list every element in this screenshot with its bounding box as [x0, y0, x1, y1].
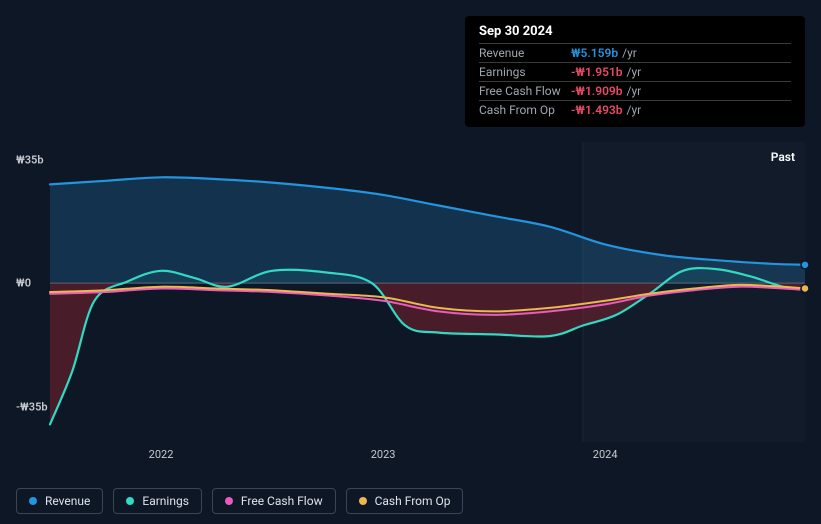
earnings-chart: ₩35b ₩0 -₩35b Past 2022 2023 2024 [16, 128, 805, 468]
tooltip-value: -₩1.909b [571, 84, 623, 98]
legend-item-cash-from-op[interactable]: Cash From Op [346, 488, 464, 514]
tooltip-unit: /yr [627, 84, 642, 98]
tooltip-label: Revenue [479, 46, 571, 60]
tooltip-label: Cash From Op [479, 103, 571, 117]
y-axis-label: ₩0 [16, 277, 31, 290]
legend-swatch [225, 497, 233, 505]
chart-tooltip: Sep 30 2024 Revenue₩5.159b/yrEarnings-₩1… [465, 16, 805, 127]
tooltip-unit: /yr [622, 46, 637, 60]
y-axis-label: ₩35b [16, 153, 44, 166]
legend-item-free-cash-flow[interactable]: Free Cash Flow [212, 488, 336, 514]
legend-label: Cash From Op [375, 494, 451, 508]
x-axis-label: 2023 [371, 448, 396, 461]
tooltip-unit: /yr [627, 103, 642, 117]
tooltip-row: Earnings-₩1.951b/yr [479, 62, 791, 81]
legend-swatch [29, 497, 37, 505]
tooltip-value: -₩1.951b [571, 65, 623, 79]
legend-swatch [359, 497, 367, 505]
tooltip-label: Free Cash Flow [479, 84, 571, 98]
x-axis-label: 2022 [149, 448, 174, 461]
y-axis-label: -₩35b [16, 400, 48, 413]
tooltip-date: Sep 30 2024 [479, 24, 791, 43]
tooltip-row: Revenue₩5.159b/yr [479, 43, 791, 62]
legend-item-earnings[interactable]: Earnings [113, 488, 202, 514]
legend-item-revenue[interactable]: Revenue [16, 488, 103, 514]
chart-legend: Revenue Earnings Free Cash Flow Cash From O… [16, 488, 463, 514]
tooltip-value: -₩1.493b [571, 103, 623, 117]
tooltip-row: Free Cash Flow-₩1.909b/yr [479, 81, 791, 100]
x-axis-label: 2024 [593, 448, 618, 461]
tooltip-value: ₩5.159b [571, 46, 618, 60]
legend-label: Earnings [142, 494, 189, 508]
legend-label: Free Cash Flow [241, 494, 323, 508]
legend-swatch [126, 497, 134, 505]
tooltip-unit: /yr [627, 65, 642, 79]
tooltip-label: Earnings [479, 65, 571, 79]
legend-label: Revenue [45, 494, 90, 508]
past-label: Past [771, 150, 795, 164]
tooltip-row: Cash From Op-₩1.493b/yr [479, 100, 791, 119]
